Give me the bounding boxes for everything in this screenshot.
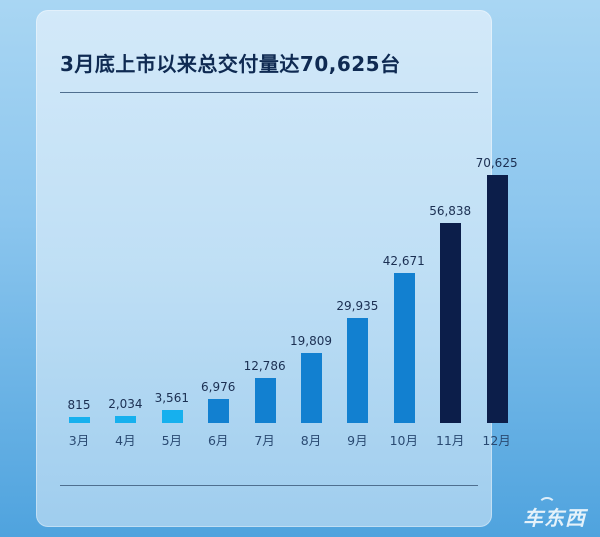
wifi-icon xyxy=(538,497,556,507)
chart-title: 3月底上市以来总交付量达70,625台 xyxy=(60,52,401,76)
value-label: 2,034 xyxy=(108,396,143,411)
bar-chart: 815 3月 2,034 4月 3,561 5月 6,976 6月 12,786 7月 19,809… xyxy=(36,10,518,527)
bottom-divider xyxy=(60,485,478,486)
chart-card: 3月底上市以来总交付量达70,625台 815 3月 2,034 4月 3,561 5月 6… xyxy=(36,10,518,527)
category-label: 3月 xyxy=(68,433,90,448)
category-label: 6月 xyxy=(207,433,229,448)
bar-group: 2,034 4月 xyxy=(100,10,150,527)
value-label: 29,935 xyxy=(336,298,379,313)
value-label: 3,561 xyxy=(154,391,189,406)
bar-group: 12,786 7月 xyxy=(240,10,290,527)
value-label: 56,838 xyxy=(429,204,472,219)
bar xyxy=(208,398,230,423)
value-label: 19,809 xyxy=(290,334,332,349)
category-label: 8月 xyxy=(300,433,322,448)
category-label: 4月 xyxy=(115,433,136,448)
bar-group: 815 3月 xyxy=(54,10,104,527)
bar-group: 19,809 8月 xyxy=(286,10,336,527)
watermark-logo: 车东西 xyxy=(523,506,586,530)
bar-group: 70,625 12月 xyxy=(472,10,522,527)
bar-group: 3,561 5月 xyxy=(147,10,197,527)
bar xyxy=(161,410,183,423)
bar xyxy=(69,417,90,423)
category-label: 9月 xyxy=(347,433,368,448)
title-divider xyxy=(60,92,478,93)
bar xyxy=(393,273,415,423)
category-label: 7月 xyxy=(254,433,275,448)
category-label: 10月 xyxy=(389,433,418,448)
value-label: 70,625 xyxy=(475,156,518,170)
value-label: 12,786 xyxy=(243,359,286,374)
value-label: 815 xyxy=(67,398,91,412)
bar-group: 6,976 6月 xyxy=(193,10,243,527)
category-label: 12月 xyxy=(482,433,511,448)
bar-group: 56,838 11月 xyxy=(425,10,475,527)
value-label: 42,671 xyxy=(382,254,425,269)
bar xyxy=(301,353,322,423)
category-label: 11月 xyxy=(435,433,465,448)
category-label: 5月 xyxy=(161,433,183,448)
bar-group: 42,671 10月 xyxy=(379,10,429,527)
bar xyxy=(115,415,137,423)
bar xyxy=(486,175,508,423)
bar xyxy=(254,378,276,423)
bar xyxy=(347,317,369,423)
value-label: 6,976 xyxy=(201,379,236,394)
bar xyxy=(440,223,462,423)
bar-group: 29,935 9月 xyxy=(332,10,382,527)
